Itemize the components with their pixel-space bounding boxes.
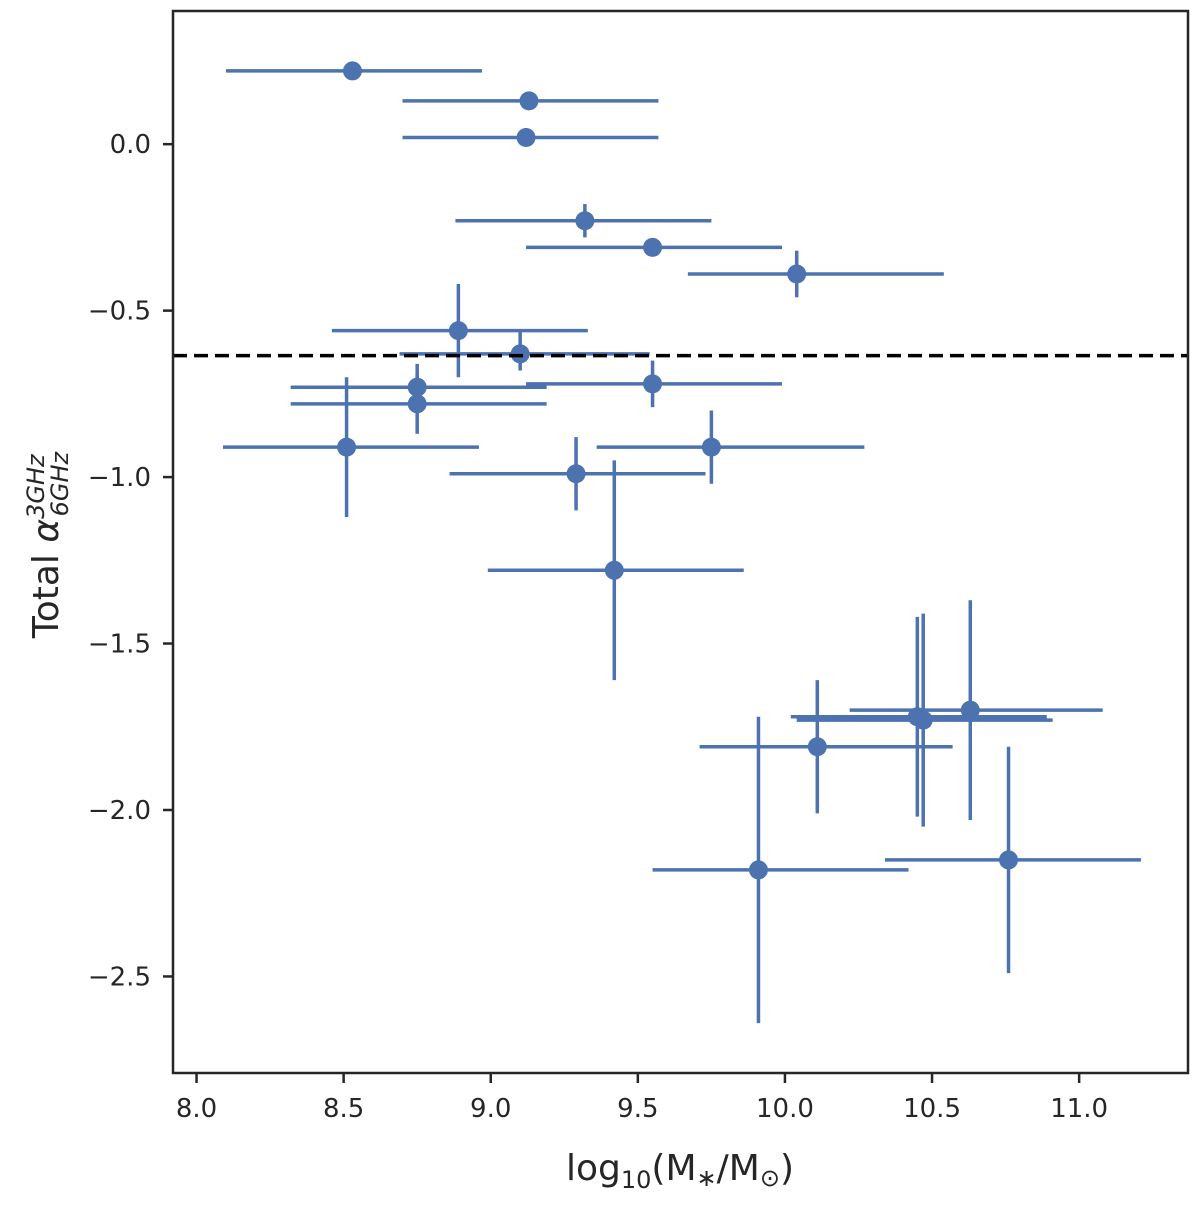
data-point	[884, 746, 1141, 974]
point-marker	[999, 850, 1019, 870]
x-tick-label: 10.5	[903, 1094, 961, 1124]
x-axis-label-sun: ⊙	[760, 1164, 780, 1192]
data-point	[223, 377, 479, 518]
point-marker	[342, 61, 362, 81]
point-marker	[519, 91, 539, 111]
x-axis-label-sub: 10	[621, 1166, 652, 1194]
x-tick-label: 9.0	[470, 1094, 511, 1124]
y-tick-label: −2.5	[88, 962, 151, 992]
point-marker	[643, 374, 663, 394]
data-point	[652, 716, 909, 1024]
data-point	[449, 437, 706, 511]
data-point	[331, 283, 588, 378]
point-marker	[407, 394, 427, 414]
point-marker	[516, 128, 536, 148]
x-tick-label: 8.0	[176, 1094, 217, 1124]
y-tick-label: −0.5	[88, 297, 151, 327]
point-marker	[960, 700, 980, 720]
plot-frame	[171, 9, 1190, 1075]
data-point	[849, 600, 1103, 820]
point-marker	[566, 464, 586, 484]
x-tick-label: 8.5	[323, 1094, 364, 1124]
data-point	[526, 237, 782, 257]
x-tick-label: 10.0	[756, 1094, 814, 1124]
x-axis-label-slash: /M	[717, 1148, 760, 1189]
data-point	[455, 204, 712, 238]
data-point	[225, 61, 482, 81]
data-point	[687, 250, 944, 298]
y-axis-label-alpha: α	[26, 519, 67, 543]
x-axis-label-body: (M	[651, 1148, 696, 1189]
point-marker	[575, 211, 595, 231]
y-axis-label: Total α3GHz6GHz	[22, 450, 74, 639]
x-axis-ticks: 8.0 8.5 9.0 9.5 10.0 10.5 11.0	[176, 1073, 1108, 1124]
data-point	[487, 460, 744, 681]
data-point	[402, 91, 659, 111]
x-axis-label-star: ∗	[697, 1164, 717, 1192]
data-point	[290, 373, 547, 434]
y-axis-label-prefix: Total	[26, 543, 67, 640]
data-point	[596, 410, 865, 484]
y-axis-label-sub: 6GHz	[46, 450, 74, 516]
point-marker	[448, 321, 468, 341]
x-tick-label: 9.5	[617, 1094, 658, 1124]
data-point	[402, 128, 659, 148]
point-marker	[807, 737, 827, 757]
point-marker	[643, 237, 663, 257]
y-tick-label: 0.0	[110, 130, 151, 160]
x-axis-label-log: log	[566, 1148, 621, 1189]
y-axis-label-sup: 3GHz	[22, 453, 50, 519]
point-marker	[604, 560, 624, 580]
data-point	[699, 680, 953, 814]
y-tick-label: −1.5	[88, 630, 151, 660]
point-marker	[701, 437, 721, 457]
x-axis-label-end: )	[780, 1148, 794, 1189]
y-axis-ticks: 0.0 −0.5 −1.0 −1.5 −2.0 −2.5	[88, 130, 173, 992]
x-tick-label: 11.0	[1050, 1094, 1108, 1124]
x-axis-label: log10(M∗/M⊙)	[566, 1148, 794, 1194]
point-marker	[748, 860, 768, 880]
y-tick-label: −2.0	[88, 796, 151, 826]
point-marker	[913, 710, 933, 730]
data-point	[796, 613, 1053, 827]
point-marker	[337, 437, 357, 457]
data-point	[526, 360, 782, 408]
point-marker	[787, 264, 807, 284]
data-points	[223, 61, 1141, 1024]
y-tick-label: −1.0	[88, 463, 151, 493]
